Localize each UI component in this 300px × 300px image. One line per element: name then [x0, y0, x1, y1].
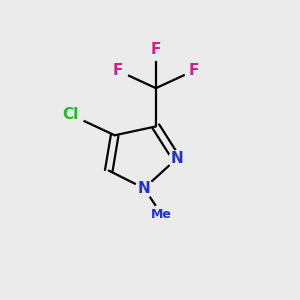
Text: F: F [112, 63, 123, 78]
Text: Cl: Cl [62, 107, 79, 122]
Text: F: F [189, 63, 200, 78]
Text: N: N [138, 181, 151, 196]
Text: F: F [151, 42, 161, 57]
Text: Me: Me [151, 208, 172, 221]
Text: N: N [170, 151, 183, 166]
